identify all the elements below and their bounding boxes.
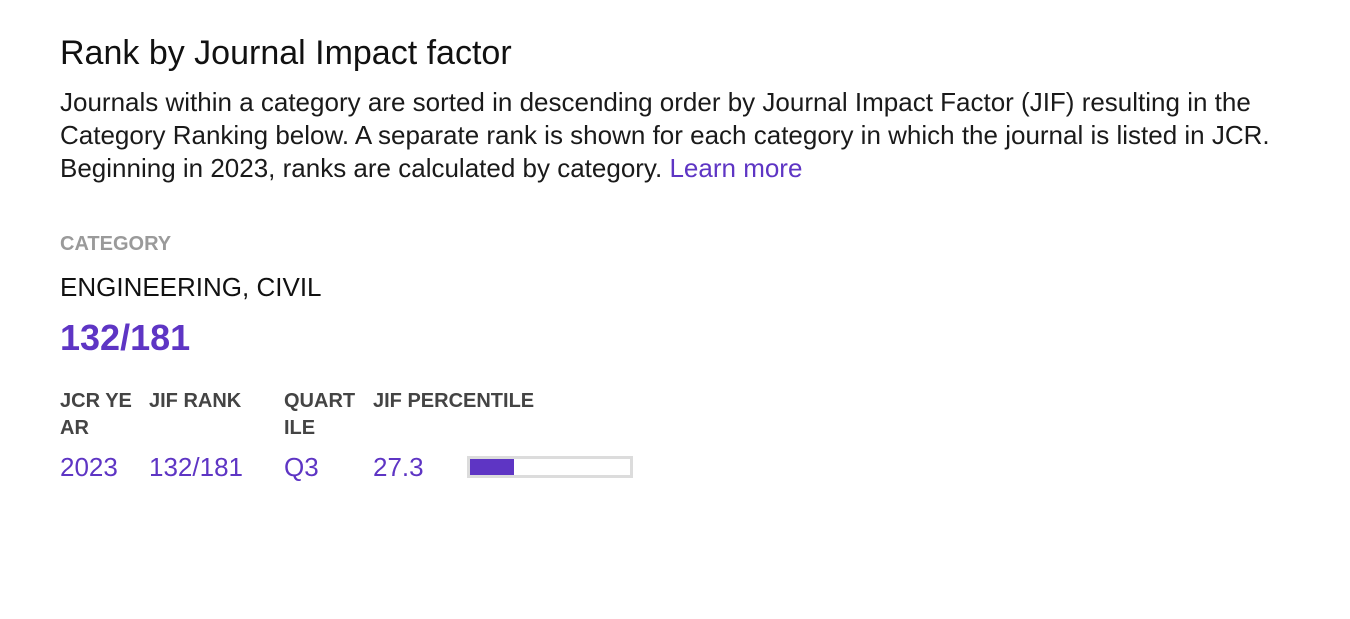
cell: 2023 [60, 452, 118, 482]
column-header: QUARTILE [284, 390, 356, 439]
table-row: 2023 132/181 Q3 27.3 [60, 451, 633, 483]
category-name: ENGINEERING, CIVIL [60, 272, 322, 302]
category-label: CATEGORY [60, 233, 172, 255]
column-header: JIF RANK [149, 390, 242, 412]
description: Journals within a category are sorted in… [60, 86, 1325, 185]
percentile-track [467, 456, 633, 478]
column-header: JIF PERCENTILE [373, 390, 535, 412]
learn-more-link[interactable]: Learn more [669, 153, 803, 183]
cell: 132/181 [149, 452, 243, 482]
percentile-bar [470, 459, 514, 475]
column-header: JCR YEAR [60, 390, 132, 439]
description-text: Journals within a category are sorted in… [60, 87, 1270, 183]
table-header: JCR YEAR JIF RANK QUARTILE JIF PERCENTIL… [60, 388, 573, 442]
category-rank: 132/181 [60, 317, 191, 358]
title: Rank by Journal Impact factor [60, 34, 512, 72]
cell: 27.3 [373, 452, 424, 482]
cell: Q3 [284, 452, 319, 482]
